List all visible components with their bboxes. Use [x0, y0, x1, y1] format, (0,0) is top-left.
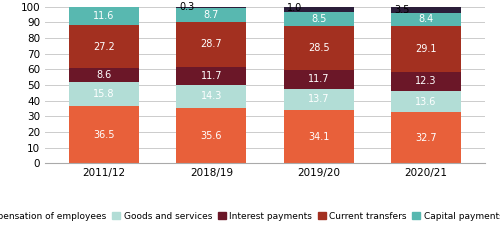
- Text: 8.4: 8.4: [418, 15, 434, 25]
- Bar: [176, 108, 246, 163]
- Legend: Compensation of employees, Goods and services, Interest payments, Current transf: Compensation of employees, Goods and ser…: [0, 212, 500, 221]
- Bar: [391, 7, 461, 13]
- Text: 13.7: 13.7: [308, 94, 330, 104]
- Text: 12.3: 12.3: [415, 76, 436, 86]
- Bar: [284, 12, 354, 26]
- Text: 3.5: 3.5: [394, 5, 409, 15]
- Text: 8.6: 8.6: [96, 70, 112, 80]
- Bar: [176, 7, 246, 8]
- Text: 8.5: 8.5: [311, 14, 326, 24]
- Bar: [69, 68, 139, 81]
- Bar: [284, 7, 354, 12]
- Text: 8.7: 8.7: [204, 10, 219, 20]
- Bar: [69, 81, 139, 106]
- Text: 1.0: 1.0: [287, 2, 302, 12]
- Bar: [284, 89, 354, 110]
- Text: 11.7: 11.7: [308, 74, 330, 84]
- Bar: [69, 7, 139, 25]
- Bar: [176, 67, 246, 85]
- Bar: [391, 13, 461, 26]
- Text: 32.7: 32.7: [415, 133, 437, 143]
- Bar: [176, 8, 246, 22]
- Bar: [391, 91, 461, 112]
- Text: 11.6: 11.6: [94, 11, 114, 21]
- Text: 13.6: 13.6: [416, 96, 436, 106]
- Text: 34.1: 34.1: [308, 132, 330, 142]
- Bar: [284, 110, 354, 163]
- Text: 27.2: 27.2: [93, 42, 115, 52]
- Text: 11.7: 11.7: [200, 71, 222, 81]
- Bar: [391, 112, 461, 163]
- Text: 14.3: 14.3: [200, 91, 222, 101]
- Bar: [391, 26, 461, 72]
- Bar: [391, 72, 461, 91]
- Text: 28.7: 28.7: [200, 39, 222, 49]
- Text: 15.8: 15.8: [94, 89, 115, 99]
- Text: 29.1: 29.1: [415, 44, 436, 54]
- Bar: [284, 26, 354, 70]
- Text: 28.5: 28.5: [308, 43, 330, 53]
- Bar: [69, 106, 139, 163]
- Bar: [284, 70, 354, 89]
- Text: 0.3: 0.3: [180, 2, 195, 12]
- Bar: [176, 85, 246, 108]
- Text: 36.5: 36.5: [94, 130, 115, 140]
- Bar: [69, 25, 139, 68]
- Text: 35.6: 35.6: [200, 131, 222, 141]
- Bar: [176, 22, 246, 67]
